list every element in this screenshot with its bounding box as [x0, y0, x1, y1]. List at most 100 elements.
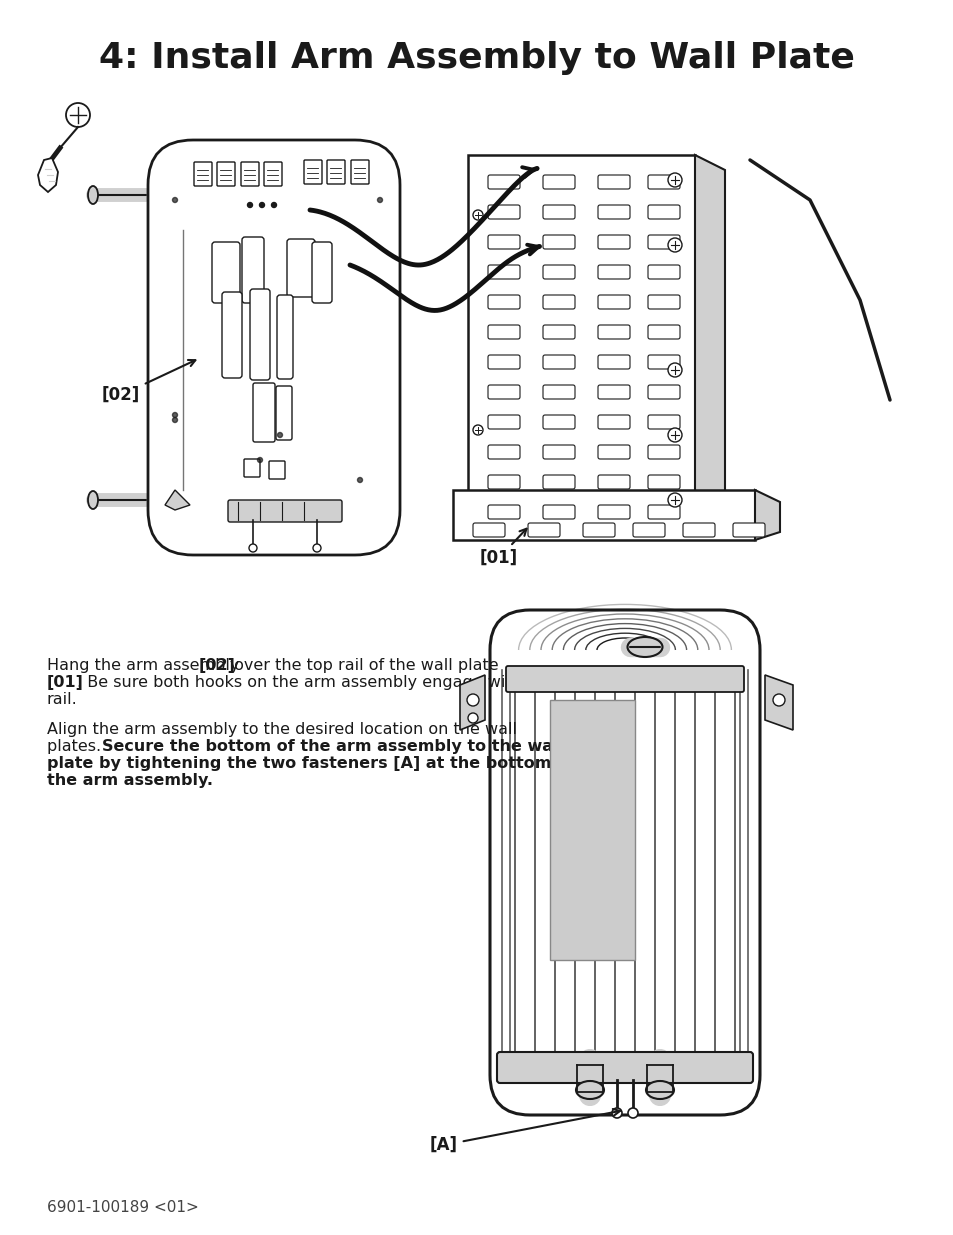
FancyBboxPatch shape	[598, 266, 629, 279]
FancyBboxPatch shape	[488, 385, 519, 399]
FancyBboxPatch shape	[269, 461, 285, 479]
FancyBboxPatch shape	[542, 235, 575, 249]
Text: [01]: [01]	[47, 676, 84, 690]
Circle shape	[247, 203, 253, 207]
FancyBboxPatch shape	[287, 240, 314, 296]
Circle shape	[667, 173, 681, 186]
FancyBboxPatch shape	[598, 445, 629, 459]
Circle shape	[259, 203, 264, 207]
FancyBboxPatch shape	[542, 325, 575, 338]
FancyBboxPatch shape	[312, 242, 332, 303]
FancyBboxPatch shape	[647, 385, 679, 399]
FancyBboxPatch shape	[647, 475, 679, 489]
FancyBboxPatch shape	[598, 385, 629, 399]
FancyBboxPatch shape	[351, 161, 369, 184]
FancyBboxPatch shape	[250, 289, 270, 380]
Circle shape	[172, 412, 177, 417]
FancyBboxPatch shape	[228, 500, 341, 522]
FancyBboxPatch shape	[633, 522, 664, 537]
FancyBboxPatch shape	[505, 666, 743, 692]
FancyBboxPatch shape	[488, 205, 519, 219]
FancyBboxPatch shape	[473, 522, 504, 537]
FancyBboxPatch shape	[647, 295, 679, 309]
Ellipse shape	[88, 492, 98, 509]
FancyBboxPatch shape	[542, 385, 575, 399]
Text: Hang the arm assembly: Hang the arm assembly	[47, 658, 244, 673]
Circle shape	[772, 694, 784, 706]
Circle shape	[468, 713, 477, 722]
Text: 6901-100189 <01>: 6901-100189 <01>	[47, 1200, 198, 1215]
FancyBboxPatch shape	[598, 415, 629, 429]
FancyBboxPatch shape	[647, 445, 679, 459]
Text: [01]: [01]	[479, 529, 526, 567]
Circle shape	[377, 198, 382, 203]
Circle shape	[277, 432, 282, 437]
Text: 4: Install Arm Assembly to Wall Plate: 4: Install Arm Assembly to Wall Plate	[99, 41, 854, 75]
Polygon shape	[453, 490, 754, 540]
FancyBboxPatch shape	[582, 522, 615, 537]
Circle shape	[172, 198, 177, 203]
Ellipse shape	[88, 186, 98, 204]
FancyBboxPatch shape	[275, 387, 292, 440]
FancyBboxPatch shape	[488, 505, 519, 519]
FancyBboxPatch shape	[647, 235, 679, 249]
FancyBboxPatch shape	[327, 161, 345, 184]
FancyBboxPatch shape	[598, 295, 629, 309]
FancyBboxPatch shape	[304, 161, 322, 184]
Circle shape	[272, 203, 276, 207]
Ellipse shape	[645, 1081, 673, 1099]
FancyBboxPatch shape	[253, 383, 274, 442]
FancyBboxPatch shape	[647, 325, 679, 338]
Polygon shape	[468, 156, 695, 530]
Circle shape	[249, 543, 256, 552]
FancyBboxPatch shape	[490, 610, 760, 1115]
FancyBboxPatch shape	[598, 235, 629, 249]
FancyBboxPatch shape	[488, 354, 519, 369]
FancyBboxPatch shape	[598, 175, 629, 189]
FancyBboxPatch shape	[647, 354, 679, 369]
Circle shape	[667, 238, 681, 252]
FancyBboxPatch shape	[527, 522, 559, 537]
FancyBboxPatch shape	[488, 175, 519, 189]
FancyBboxPatch shape	[193, 162, 212, 186]
Circle shape	[473, 425, 482, 435]
FancyBboxPatch shape	[647, 505, 679, 519]
Circle shape	[357, 478, 362, 483]
Text: plates.: plates.	[47, 739, 106, 755]
Circle shape	[667, 493, 681, 508]
Text: . Be sure both hooks on the arm assembly engage with the: . Be sure both hooks on the arm assembly…	[77, 676, 553, 690]
FancyBboxPatch shape	[488, 235, 519, 249]
FancyBboxPatch shape	[647, 205, 679, 219]
Circle shape	[66, 103, 90, 127]
Text: [02]: [02]	[102, 359, 195, 404]
FancyBboxPatch shape	[682, 522, 714, 537]
Circle shape	[612, 1108, 621, 1118]
Text: [02]: [02]	[198, 658, 235, 673]
Text: Secure the bottom of the arm assembly to the wall: Secure the bottom of the arm assembly to…	[102, 739, 563, 755]
FancyBboxPatch shape	[598, 505, 629, 519]
FancyBboxPatch shape	[216, 162, 234, 186]
Ellipse shape	[627, 637, 661, 657]
Polygon shape	[165, 490, 190, 510]
FancyBboxPatch shape	[488, 445, 519, 459]
FancyBboxPatch shape	[497, 1052, 752, 1083]
FancyBboxPatch shape	[542, 445, 575, 459]
FancyBboxPatch shape	[264, 162, 282, 186]
Text: the arm assembly.: the arm assembly.	[47, 773, 213, 788]
Polygon shape	[459, 676, 484, 730]
FancyBboxPatch shape	[647, 175, 679, 189]
FancyBboxPatch shape	[148, 140, 399, 555]
Ellipse shape	[576, 1081, 603, 1099]
Polygon shape	[38, 158, 58, 191]
FancyBboxPatch shape	[542, 205, 575, 219]
Text: plate by tightening the two fasteners [A] at the bottom of: plate by tightening the two fasteners [A…	[47, 756, 575, 771]
Polygon shape	[695, 156, 724, 530]
Circle shape	[473, 210, 482, 220]
FancyBboxPatch shape	[598, 205, 629, 219]
FancyBboxPatch shape	[488, 415, 519, 429]
FancyBboxPatch shape	[488, 325, 519, 338]
Text: [A]: [A]	[430, 1109, 619, 1153]
Polygon shape	[764, 676, 792, 730]
Circle shape	[257, 457, 262, 462]
FancyBboxPatch shape	[542, 295, 575, 309]
